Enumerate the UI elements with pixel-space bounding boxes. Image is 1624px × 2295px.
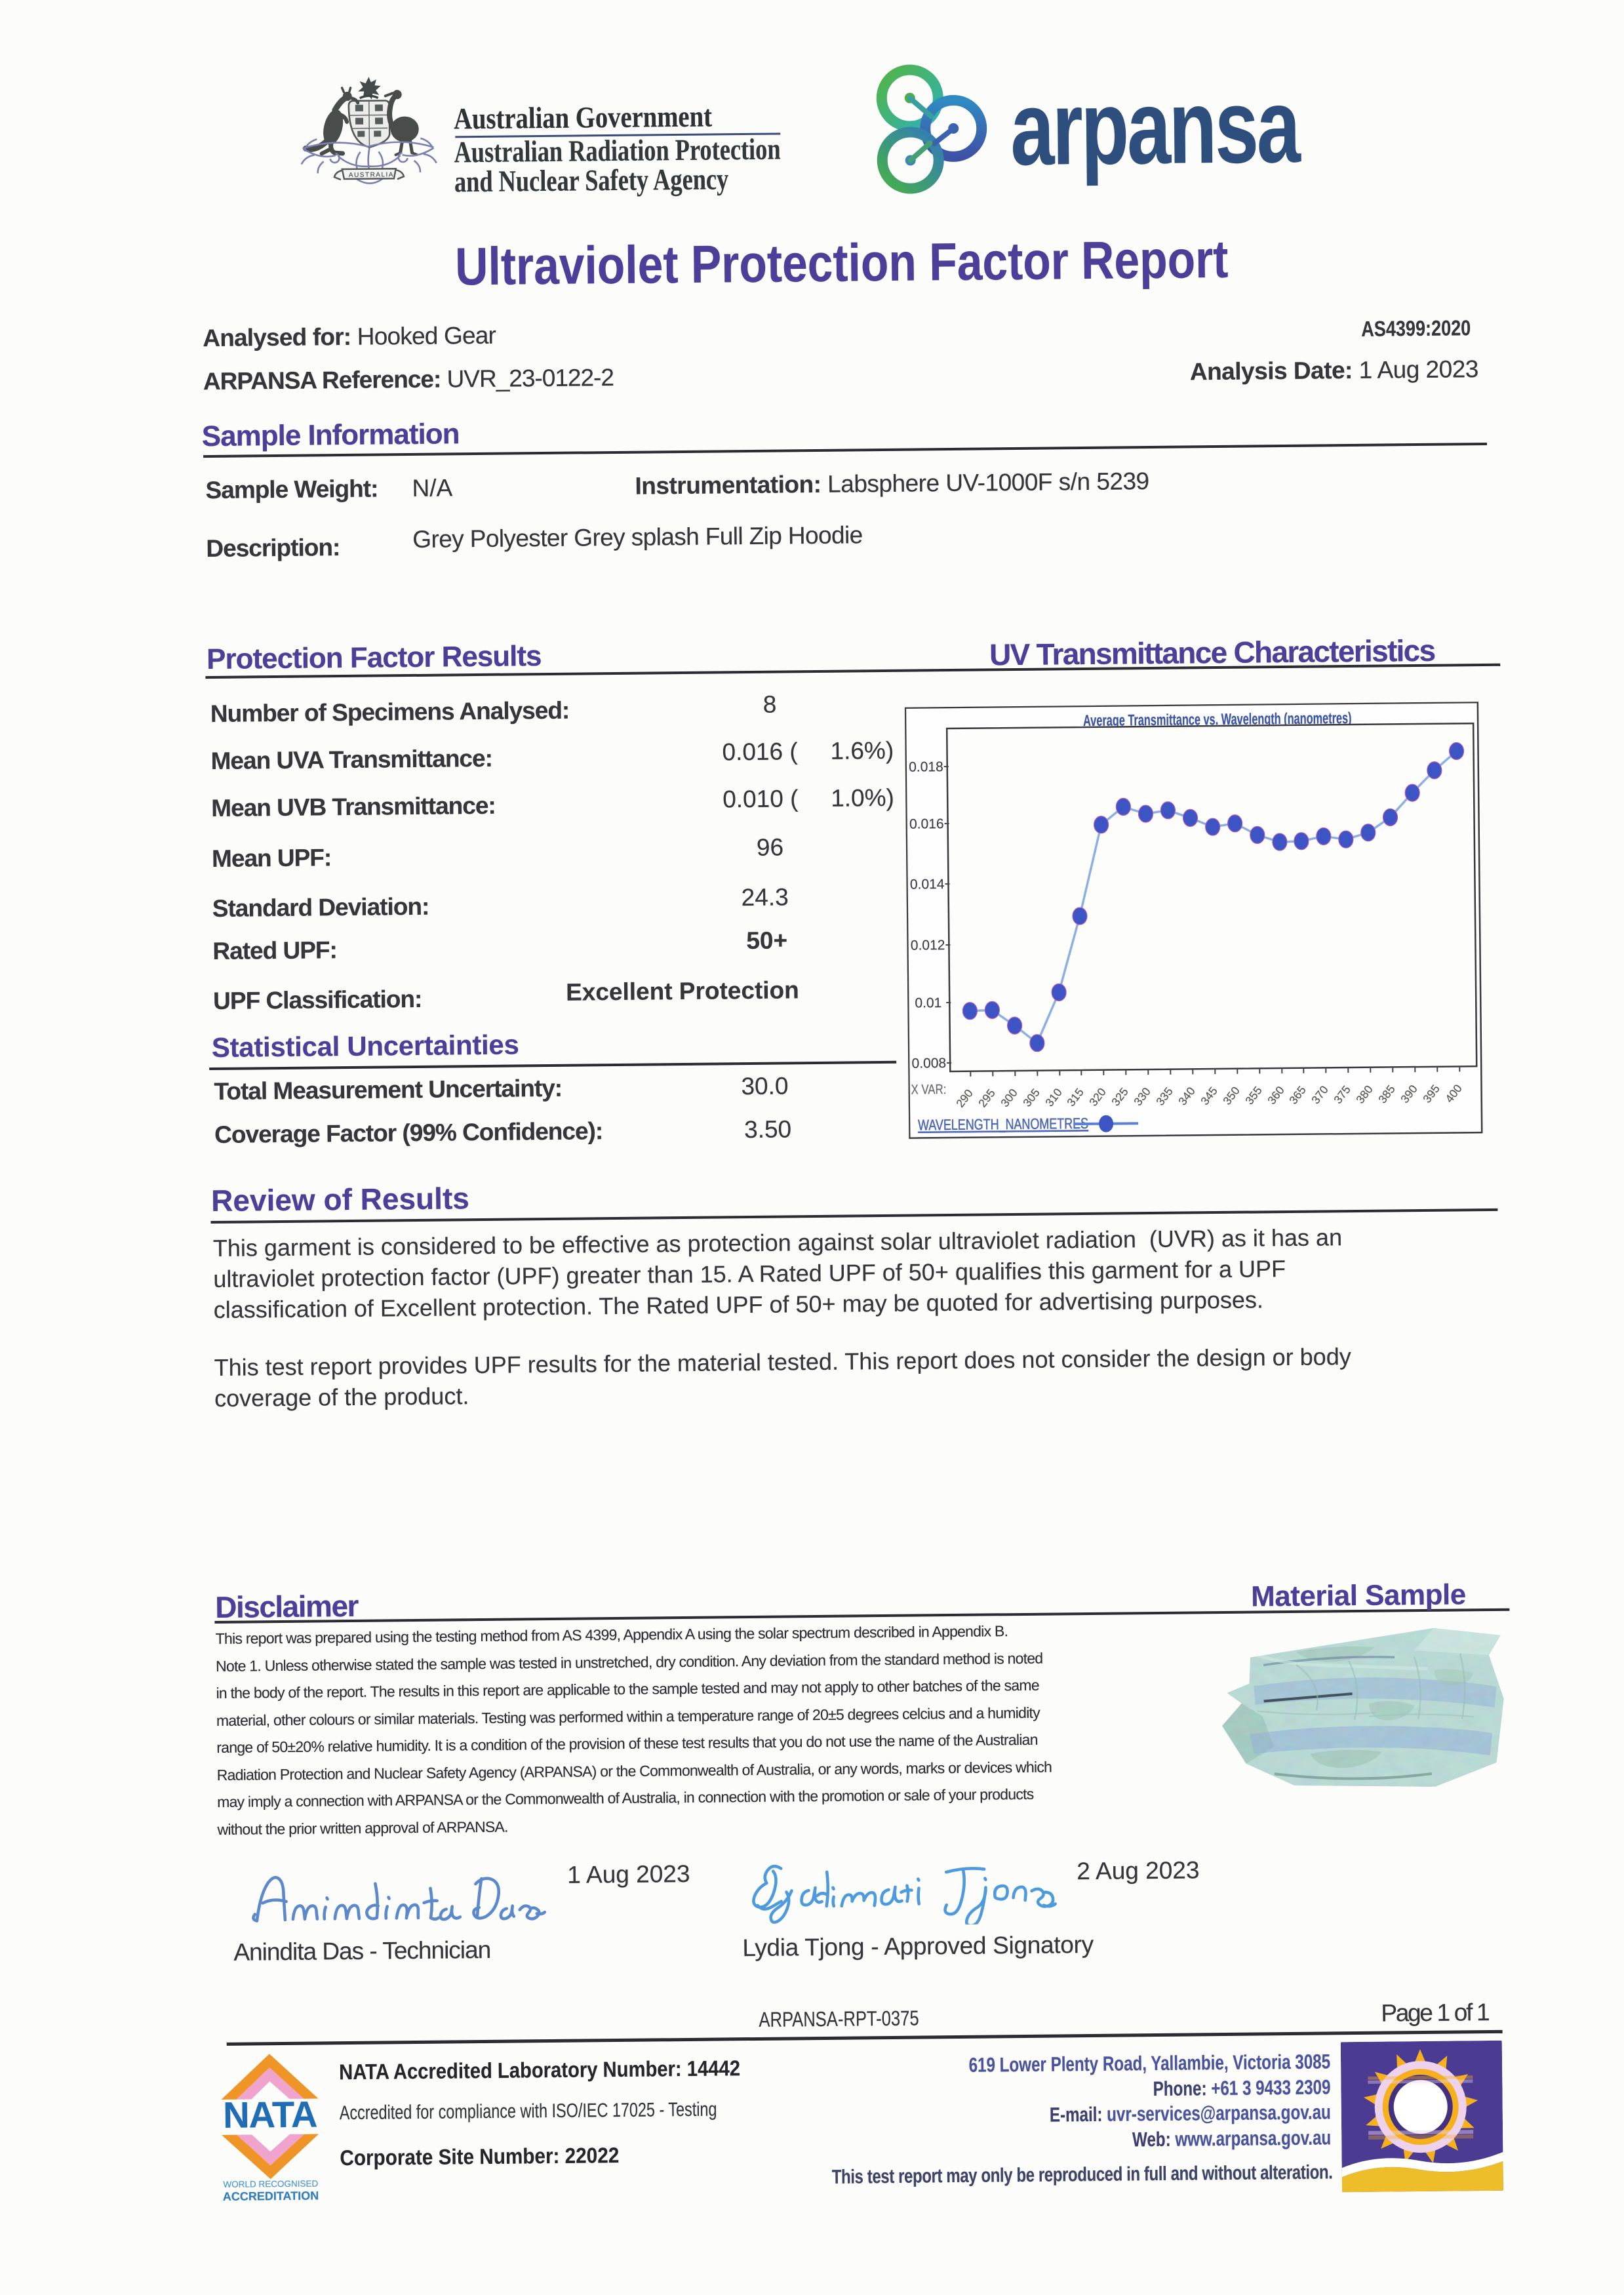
svg-text:WAVELENGTH_NANOMETRES: WAVELENGTH_NANOMETRES	[918, 1115, 1088, 1134]
svg-text:0.01: 0.01	[915, 995, 941, 1010]
svg-text:AUSTRALIA: AUSTRALIA	[349, 171, 394, 179]
svg-text:ACCREDITATION: ACCREDITATION	[223, 2189, 319, 2203]
svg-text:NATA: NATA	[223, 2094, 317, 2136]
svg-text:0.008: 0.008	[911, 1056, 946, 1071]
svg-text:0.014: 0.014	[910, 877, 945, 892]
svg-text:0.016: 0.016	[909, 816, 944, 832]
svg-text:0.018: 0.018	[909, 759, 943, 775]
svg-text:X VAR:: X VAR:	[911, 1082, 946, 1098]
svg-text:0.012: 0.012	[911, 938, 945, 953]
svg-text:WORLD RECOGNISED: WORLD RECOGNISED	[223, 2179, 318, 2189]
